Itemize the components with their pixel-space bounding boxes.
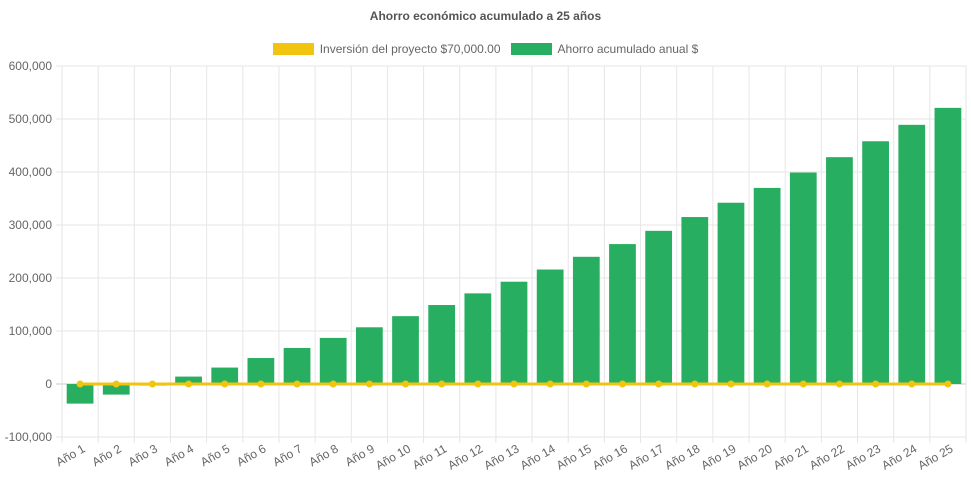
x-tick-label: Año 13	[482, 441, 522, 472]
x-tick-label: Año 14	[518, 441, 558, 472]
x-tick-label: Año 15	[554, 441, 594, 472]
bar-savings	[211, 367, 239, 384]
bar-savings	[826, 157, 853, 384]
legend-swatch-investment	[272, 43, 314, 55]
point-investment	[908, 380, 916, 388]
x-tick-label: Año 21	[771, 441, 811, 472]
legend-label-savings: Ahorro acumulado anual $	[557, 42, 699, 56]
bar-savings	[175, 376, 202, 384]
point-investment	[618, 380, 626, 388]
x-tick-label: Año 9	[343, 441, 377, 469]
x-tick-label: Año 11	[410, 441, 449, 472]
bar-savings	[536, 269, 564, 384]
bar-savings	[464, 293, 492, 384]
line-layer	[76, 380, 952, 388]
x-tick-label: Año 5	[198, 441, 232, 469]
point-investment	[293, 380, 301, 388]
x-tick-label: Año 24	[879, 441, 919, 472]
x-tick-label: Año 6	[234, 441, 268, 469]
x-tick-label: Año 19	[699, 441, 739, 472]
x-tick-label: Año 1	[53, 441, 87, 469]
point-investment	[763, 380, 771, 388]
point-investment	[872, 380, 880, 388]
x-tick-label: Año 20	[735, 441, 775, 472]
y-axis: 600,000 500,000 400,000 300,000 200,000 100,0…	[5, 59, 53, 444]
bar-savings	[283, 347, 311, 384]
y-tick-label: 600,000	[9, 59, 53, 73]
point-investment	[148, 380, 156, 388]
x-tick-label: Año 4	[162, 441, 196, 469]
point-investment	[835, 380, 843, 388]
bar-savings	[247, 358, 275, 384]
point-investment	[402, 380, 410, 388]
x-tick-label: Año 16	[590, 441, 630, 472]
point-investment	[257, 380, 265, 388]
legend-item-investment[interactable]: Inversión del proyecto $70,000.00	[272, 42, 501, 56]
point-investment	[799, 380, 807, 388]
bar-savings	[500, 281, 528, 384]
y-tick-label: 300,000	[9, 218, 53, 232]
bar-savings	[934, 107, 962, 385]
x-tick-label: Año 10	[373, 441, 413, 472]
point-investment	[438, 380, 446, 388]
point-investment	[365, 380, 373, 388]
point-investment	[727, 380, 735, 388]
point-investment	[546, 380, 554, 388]
y-tick-label: 400,000	[9, 165, 53, 179]
bar-savings	[717, 202, 745, 384]
point-investment	[655, 380, 663, 388]
chart-title: Ahorro económico acumulado a 25 años	[369, 9, 602, 23]
bar-savings	[572, 256, 600, 384]
legend: Inversión del proyecto $70,000.00 Ahorro…	[0, 42, 971, 56]
point-investment	[76, 380, 84, 388]
x-tick-label: Año 23	[843, 441, 883, 472]
legend-swatch-savings	[510, 43, 552, 55]
bar-savings	[753, 187, 781, 384]
bar-savings	[789, 172, 817, 384]
y-tick-label: 200,000	[9, 271, 53, 285]
bar-savings	[428, 305, 456, 384]
legend-label-investment: Inversión del proyecto $70,000.00	[319, 42, 501, 56]
point-investment	[510, 380, 518, 388]
bar-savings	[102, 384, 130, 395]
x-tick-label: Año 12	[445, 441, 485, 472]
y-tick-label: -100,000	[5, 430, 53, 444]
point-investment	[329, 380, 337, 388]
bar-savings	[898, 124, 926, 384]
x-tick-label: Año 8	[307, 441, 341, 469]
bar-savings	[681, 217, 709, 384]
bar-savings	[66, 384, 94, 404]
x-tick-label: Año 18	[662, 441, 702, 472]
bar-savings	[355, 327, 383, 384]
bar-savings	[319, 337, 347, 384]
point-investment	[112, 380, 120, 388]
point-investment	[691, 380, 699, 388]
x-axis: Año 1 Año 2 Año 3 Año 4 Año 5 Año 6 Año 7 Año 8…	[53, 441, 955, 472]
bar-savings	[392, 316, 419, 384]
bars-layer	[66, 107, 962, 404]
x-tick-label: Año 25	[915, 441, 955, 472]
x-tick-label: Año 7	[270, 441, 304, 469]
bar-savings	[645, 230, 673, 384]
y-tick-label: 0	[45, 377, 52, 391]
x-tick-label: Año 17	[626, 441, 666, 472]
point-investment	[944, 380, 952, 388]
legend-item-savings[interactable]: Ahorro acumulado anual $	[510, 42, 699, 56]
point-investment	[582, 380, 590, 388]
point-investment	[185, 380, 193, 388]
y-tick-label: 100,000	[9, 324, 53, 338]
point-investment	[474, 380, 482, 388]
x-tick-label: Año 2	[90, 441, 124, 469]
bar-savings	[862, 141, 889, 384]
x-tick-label: Año 3	[126, 441, 160, 469]
bar-savings	[609, 244, 636, 384]
y-tick-label: 500,000	[9, 112, 53, 126]
x-tick-label: Año 22	[807, 441, 847, 472]
point-investment	[221, 380, 229, 388]
